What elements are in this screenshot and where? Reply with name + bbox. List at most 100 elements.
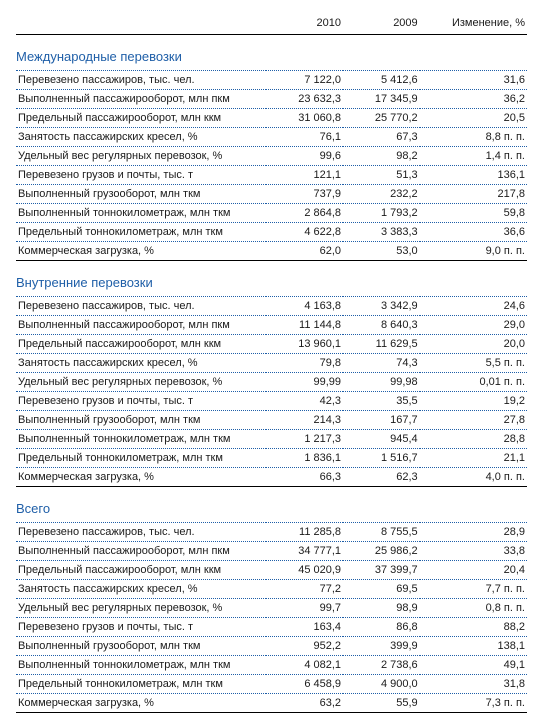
cell-change: 29,0 — [420, 316, 527, 335]
cell-change: 4,0 п. п. — [420, 468, 527, 487]
table-row: Перевезено пассажиров, тыс. чел.7 122,05… — [16, 71, 527, 90]
cell-label: Занятость пассажирских кресел, % — [16, 354, 266, 373]
cell-2009: 3 342,9 — [343, 297, 420, 316]
table-row: Удельный вес регулярных перевозок, %99,9… — [16, 373, 527, 392]
table-row: Перевезено грузов и почты, тыс. т121,151… — [16, 166, 527, 185]
cell-2010: 4 163,8 — [266, 297, 343, 316]
cell-change: 0,01 п. п. — [420, 373, 527, 392]
cell-label: Предельный пассажирооборот, млн ккм — [16, 561, 266, 580]
cell-change: 217,8 — [420, 185, 527, 204]
cell-label: Предельный тоннокилометраж, млн ткм — [16, 449, 266, 468]
cell-label: Перевезено грузов и почты, тыс. т — [16, 392, 266, 411]
cell-2009: 8 640,3 — [343, 316, 420, 335]
cell-2009: 945,4 — [343, 430, 420, 449]
col-label — [16, 14, 266, 35]
cell-2010: 1 217,3 — [266, 430, 343, 449]
table-row: Удельный вес регулярных перевозок, %99,7… — [16, 599, 527, 618]
cell-2009: 55,9 — [343, 694, 420, 713]
table-row: Удельный вес регулярных перевозок, %99,6… — [16, 147, 527, 166]
cell-label: Выполненный пассажирооборот, млн пкм — [16, 316, 266, 335]
cell-label: Перевезено пассажиров, тыс. чел. — [16, 71, 266, 90]
cell-2009: 37 399,7 — [343, 561, 420, 580]
table-row: Предельный пассажирооборот, млн ккм13 96… — [16, 335, 527, 354]
table-row: Коммерческая загрузка, %63,255,97,3 п. п… — [16, 694, 527, 713]
cell-change: 33,8 — [420, 542, 527, 561]
cell-2010: 66,3 — [266, 468, 343, 487]
cell-label: Выполненный тоннокилометраж, млн ткм — [16, 656, 266, 675]
table-row: Коммерческая загрузка, %66,362,34,0 п. п… — [16, 468, 527, 487]
cell-change: 9,0 п. п. — [420, 242, 527, 261]
table-row: Выполненный пассажирооборот, млн пкм23 6… — [16, 90, 527, 109]
cell-2010: 99,6 — [266, 147, 343, 166]
cell-change: 8,8 п. п. — [420, 128, 527, 147]
cell-2009: 25 986,2 — [343, 542, 420, 561]
data-table: 2010 2009 Изменение, % Международные пер… — [16, 14, 527, 713]
table-row: Занятость пассажирских кресел, %76,167,3… — [16, 128, 527, 147]
cell-change: 0,8 п. п. — [420, 599, 527, 618]
table-row: Выполненный тоннокилометраж, млн ткм2 86… — [16, 204, 527, 223]
cell-change: 31,8 — [420, 675, 527, 694]
cell-2010: 214,3 — [266, 411, 343, 430]
cell-change: 49,1 — [420, 656, 527, 675]
cell-label: Выполненный тоннокилометраж, млн ткм — [16, 430, 266, 449]
cell-label: Занятость пассажирских кресел, % — [16, 580, 266, 599]
cell-2010: 952,2 — [266, 637, 343, 656]
table-row: Занятость пассажирских кресел, %79,874,3… — [16, 354, 527, 373]
cell-2010: 77,2 — [266, 580, 343, 599]
cell-2010: 11 285,8 — [266, 523, 343, 542]
cell-2010: 63,2 — [266, 694, 343, 713]
cell-2009: 99,98 — [343, 373, 420, 392]
cell-change: 31,6 — [420, 71, 527, 90]
cell-2009: 35,5 — [343, 392, 420, 411]
cell-2009: 51,3 — [343, 166, 420, 185]
cell-change: 7,3 п. п. — [420, 694, 527, 713]
cell-2009: 98,2 — [343, 147, 420, 166]
cell-2009: 62,3 — [343, 468, 420, 487]
table-row: Предельный тоннокилометраж, млн ткм6 458… — [16, 675, 527, 694]
cell-2009: 232,2 — [343, 185, 420, 204]
cell-label: Предельный тоннокилометраж, млн ткм — [16, 223, 266, 242]
table-header-row: 2010 2009 Изменение, % — [16, 14, 527, 35]
cell-2010: 1 836,1 — [266, 449, 343, 468]
col-change: Изменение, % — [420, 14, 527, 35]
section-title: Внутренние перевозки — [16, 261, 527, 297]
cell-2010: 45 020,9 — [266, 561, 343, 580]
cell-2010: 76,1 — [266, 128, 343, 147]
cell-label: Перевезено грузов и почты, тыс. т — [16, 618, 266, 637]
cell-2009: 11 629,5 — [343, 335, 420, 354]
table-row: Предельный пассажирооборот, млн ккм31 06… — [16, 109, 527, 128]
cell-2010: 13 960,1 — [266, 335, 343, 354]
cell-label: Перевезено пассажиров, тыс. чел. — [16, 297, 266, 316]
cell-2010: 99,7 — [266, 599, 343, 618]
cell-2009: 167,7 — [343, 411, 420, 430]
table-row: Перевезено грузов и почты, тыс. т42,335,… — [16, 392, 527, 411]
col-2009: 2009 — [343, 14, 420, 35]
cell-2009: 2 738,6 — [343, 656, 420, 675]
cell-2010: 737,9 — [266, 185, 343, 204]
cell-2009: 17 345,9 — [343, 90, 420, 109]
cell-change: 20,0 — [420, 335, 527, 354]
cell-label: Коммерческая загрузка, % — [16, 468, 266, 487]
table-row: Перевезено грузов и почты, тыс. т163,486… — [16, 618, 527, 637]
section-header: Международные перевозки — [16, 35, 527, 71]
cell-label: Предельный пассажирооборот, млн ккм — [16, 109, 266, 128]
cell-2010: 42,3 — [266, 392, 343, 411]
cell-2010: 11 144,8 — [266, 316, 343, 335]
cell-2009: 67,3 — [343, 128, 420, 147]
cell-label: Удельный вес регулярных перевозок, % — [16, 599, 266, 618]
cell-2009: 1 516,7 — [343, 449, 420, 468]
cell-2010: 4 082,1 — [266, 656, 343, 675]
table-row: Коммерческая загрузка, %62,053,09,0 п. п… — [16, 242, 527, 261]
cell-change: 28,8 — [420, 430, 527, 449]
cell-change: 20,4 — [420, 561, 527, 580]
cell-change: 21,1 — [420, 449, 527, 468]
table-row: Выполненный тоннокилометраж, млн ткм1 21… — [16, 430, 527, 449]
cell-label: Выполненный грузооборот, млн ткм — [16, 185, 266, 204]
table-row: Предельный пассажирооборот, млн ккм45 02… — [16, 561, 527, 580]
cell-change: 88,2 — [420, 618, 527, 637]
cell-2010: 99,99 — [266, 373, 343, 392]
cell-change: 7,7 п. п. — [420, 580, 527, 599]
cell-change: 1,4 п. п. — [420, 147, 527, 166]
cell-2009: 3 383,3 — [343, 223, 420, 242]
cell-label: Удельный вес регулярных перевозок, % — [16, 373, 266, 392]
